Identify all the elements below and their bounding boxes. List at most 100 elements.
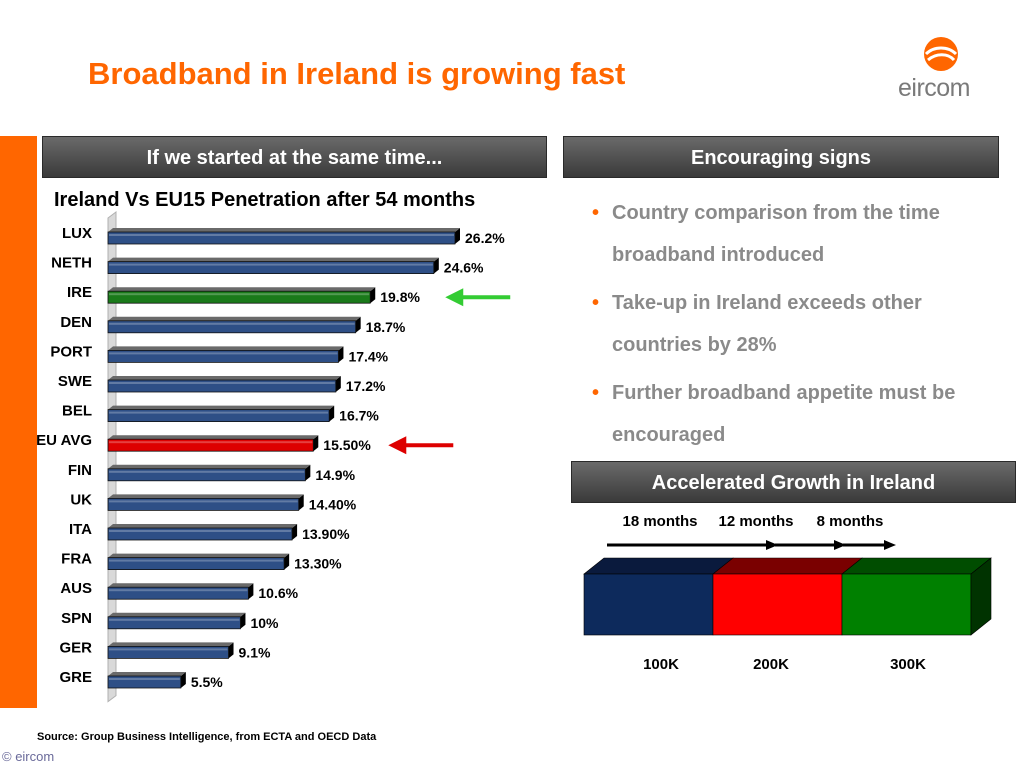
bar-side bbox=[370, 287, 376, 304]
decorative-side-strip bbox=[0, 136, 37, 708]
data-label: 13.90% bbox=[302, 526, 350, 542]
highlight-arrow-head bbox=[445, 288, 464, 307]
bar-side bbox=[228, 642, 234, 659]
tick-label: FIN bbox=[68, 462, 92, 479]
data-label: 18.7% bbox=[366, 319, 406, 335]
tick-label: GER bbox=[59, 639, 92, 656]
data-label: 10.6% bbox=[258, 585, 298, 601]
bar bbox=[107, 261, 435, 275]
data-label: 13.30% bbox=[294, 556, 342, 572]
right-panel-header: Encouraging signs bbox=[563, 136, 999, 178]
tick-label: AUS bbox=[60, 580, 92, 597]
bar bbox=[107, 497, 300, 511]
source-note: Source: Group Business Intelligence, fro… bbox=[37, 731, 377, 743]
bar-side bbox=[248, 583, 254, 600]
bar-highlight bbox=[109, 441, 313, 444]
duration-label: 18 months bbox=[622, 513, 697, 530]
bar bbox=[107, 320, 357, 334]
bullet-icon: • bbox=[592, 382, 600, 404]
bar-highlight bbox=[109, 352, 338, 355]
list-item: • Take-up in Ireland exceeds other countr… bbox=[590, 282, 1010, 366]
bar bbox=[107, 409, 330, 423]
bar-highlight bbox=[109, 589, 248, 592]
tick-label: SPN bbox=[61, 610, 92, 627]
growth-diagram: 18 months 12 months 8 months 100K 200K 300K bbox=[583, 513, 992, 673]
eircom-logo-text: eircom bbox=[898, 74, 971, 102]
eircom-swirl-icon bbox=[924, 37, 958, 71]
bar-top bbox=[108, 287, 376, 292]
bar-side bbox=[338, 346, 344, 363]
data-label: 10% bbox=[250, 615, 279, 631]
bar-highlight bbox=[109, 618, 240, 621]
bar-top bbox=[108, 316, 361, 321]
bar-side bbox=[355, 316, 361, 333]
bar-top bbox=[108, 612, 246, 617]
bar bbox=[107, 557, 285, 570]
bar-side bbox=[335, 376, 341, 392]
page-title: Broadband in Ireland is growing fast bbox=[88, 56, 626, 91]
bar-side bbox=[292, 524, 298, 540]
bar-top bbox=[108, 435, 319, 440]
axis-wall bbox=[107, 211, 117, 703]
copyright-note: © eircom bbox=[2, 749, 55, 764]
tick-label: LUX bbox=[62, 225, 92, 242]
bar bbox=[107, 646, 229, 659]
growth-segment-side bbox=[970, 557, 992, 636]
bar-highlight bbox=[109, 234, 454, 236]
tick-label: BEL bbox=[62, 403, 92, 420]
tick-label: SWE bbox=[58, 373, 92, 390]
data-label: 17.4% bbox=[348, 348, 388, 364]
bar bbox=[107, 675, 182, 689]
growth-segment bbox=[712, 573, 843, 636]
bullet-icon: • bbox=[592, 292, 600, 314]
tick-label: DEN bbox=[60, 314, 92, 331]
tick-label: EU AVG bbox=[36, 432, 92, 449]
milestone-label: 100K bbox=[643, 656, 679, 673]
milestone-label: 200K bbox=[753, 656, 789, 673]
bar-highlight bbox=[109, 559, 284, 562]
bar bbox=[107, 379, 337, 393]
list-item: • Further broadband appetite must be enco… bbox=[590, 372, 1010, 456]
duration-label: 8 months bbox=[817, 513, 884, 530]
duration-label: 12 months bbox=[718, 513, 793, 530]
data-label: 24.6% bbox=[444, 260, 484, 276]
growth-segment bbox=[583, 573, 714, 636]
bar-top bbox=[108, 642, 234, 647]
bar-side bbox=[240, 612, 246, 629]
bar-side bbox=[298, 494, 304, 511]
bar-top bbox=[108, 257, 439, 262]
timeline-arrow-head bbox=[766, 540, 778, 550]
bar-top bbox=[108, 464, 311, 469]
bar-side bbox=[313, 435, 319, 452]
timeline-arrow-head bbox=[884, 540, 896, 550]
bar-side bbox=[305, 464, 311, 481]
bar-highlight bbox=[109, 322, 355, 325]
bar-side bbox=[433, 257, 439, 274]
bar-top bbox=[108, 405, 335, 410]
growth-segment-top bbox=[583, 557, 734, 575]
bar-highlight bbox=[109, 263, 433, 266]
data-label: 5.5% bbox=[191, 674, 223, 690]
encouraging-signs-list: • Country comparison from the time broadb… bbox=[590, 192, 1010, 462]
bar bbox=[107, 290, 371, 304]
bar bbox=[107, 586, 249, 600]
bar-side bbox=[329, 405, 335, 422]
tick-label: GRE bbox=[59, 669, 92, 686]
growth-segment-top bbox=[712, 557, 863, 575]
tick-label: UK bbox=[70, 491, 92, 508]
bullet-text: Take-up in Ireland exceeds other countri… bbox=[612, 292, 922, 356]
data-label: 14.40% bbox=[309, 496, 357, 512]
bar-top bbox=[108, 524, 298, 528]
bar bbox=[107, 438, 314, 452]
bar-top bbox=[108, 346, 344, 351]
chart-title: Ireland Vs EU15 Penetration after 54 mon… bbox=[54, 189, 476, 211]
tick-label: PORT bbox=[50, 343, 92, 360]
bar-highlight bbox=[109, 648, 228, 651]
penetration-bar-chart: LUX 26.2% NETH 24.6% IRE 19.8% DEN 18.7% PORT 17.… bbox=[36, 211, 511, 703]
bar-top bbox=[108, 583, 254, 588]
bar-highlight bbox=[109, 293, 370, 296]
tick-label: NETH bbox=[51, 255, 92, 272]
data-label: 16.7% bbox=[339, 408, 379, 424]
data-label: 14.9% bbox=[315, 467, 355, 483]
bar-top bbox=[108, 672, 186, 676]
